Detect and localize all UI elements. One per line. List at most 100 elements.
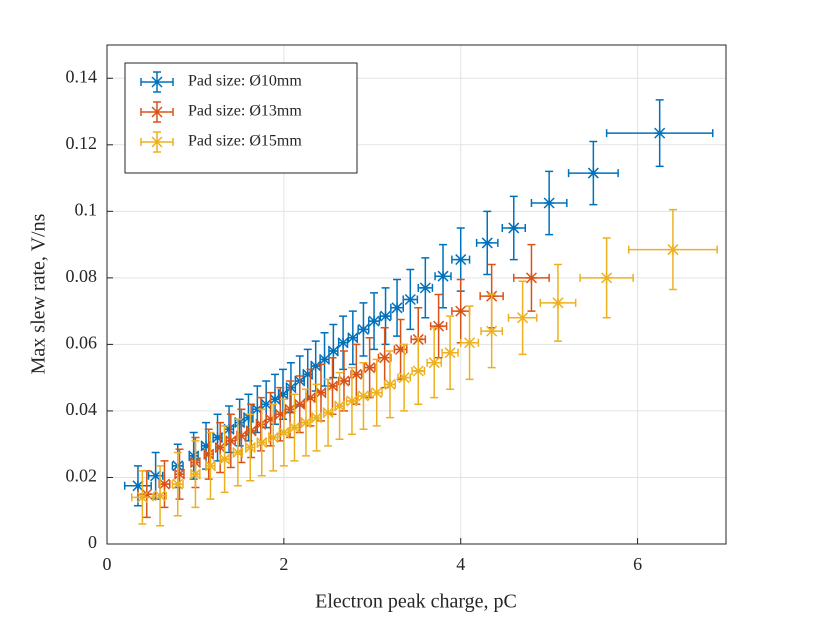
point <box>552 297 564 309</box>
point <box>319 353 331 365</box>
point <box>294 398 306 410</box>
point <box>379 352 391 364</box>
y-tick-label: 0.1 <box>75 199 98 219</box>
point <box>204 460 216 472</box>
x-tick-label: 4 <box>456 554 465 574</box>
point <box>285 382 297 394</box>
point <box>334 400 346 412</box>
point <box>350 368 362 380</box>
y-axis-label: Max slew rate, V/ns <box>28 213 50 374</box>
y-tick-label: 0.14 <box>66 66 98 86</box>
point <box>267 432 279 444</box>
y-tick-label: 0.02 <box>66 466 98 486</box>
x-tick-label: 6 <box>633 554 642 574</box>
point <box>433 320 445 332</box>
point <box>391 302 403 314</box>
point <box>357 323 369 335</box>
point <box>384 378 396 390</box>
point <box>251 403 263 415</box>
point <box>368 315 380 327</box>
point <box>337 337 349 349</box>
point <box>245 425 257 437</box>
point <box>200 440 212 452</box>
point <box>404 293 416 306</box>
point <box>141 488 153 500</box>
point <box>398 372 410 384</box>
point <box>357 390 369 402</box>
point <box>150 470 162 482</box>
point <box>269 393 281 405</box>
point <box>219 453 231 465</box>
legend-symbol <box>140 101 174 123</box>
point <box>380 310 392 322</box>
legend-symbol <box>140 131 174 153</box>
point <box>256 437 268 449</box>
point <box>311 412 323 424</box>
point <box>203 448 215 460</box>
point <box>327 345 339 357</box>
point <box>232 446 244 459</box>
point <box>234 417 246 429</box>
point <box>346 395 358 407</box>
point <box>667 244 679 256</box>
x-tick-label: 2 <box>279 554 288 574</box>
point <box>601 272 613 284</box>
point <box>188 450 200 462</box>
point <box>395 343 407 355</box>
point <box>255 418 267 430</box>
point <box>326 380 339 392</box>
point <box>235 430 247 442</box>
point <box>302 368 314 380</box>
point <box>304 392 316 404</box>
point <box>508 222 520 234</box>
point <box>371 387 383 399</box>
point <box>412 365 424 377</box>
point <box>223 423 235 435</box>
point <box>189 468 201 480</box>
point <box>419 282 431 294</box>
point <box>260 398 272 410</box>
point <box>214 441 226 454</box>
point <box>132 480 144 492</box>
point <box>338 375 350 387</box>
point <box>212 432 224 444</box>
legend-symbol <box>140 71 174 93</box>
y-tick-label: 0.06 <box>66 333 98 353</box>
point <box>347 332 359 344</box>
plot-frame <box>106 44 727 545</box>
point <box>322 407 334 419</box>
point <box>481 237 493 249</box>
legend-label: Pad size: Ø10mm <box>188 73 302 90</box>
point <box>278 427 290 439</box>
point <box>265 413 277 425</box>
point <box>444 347 456 359</box>
point <box>525 272 537 284</box>
point <box>486 325 498 337</box>
point <box>428 357 440 369</box>
y-tick-label: 0.12 <box>66 133 98 153</box>
point <box>517 312 529 324</box>
point <box>288 422 300 434</box>
y-tick-label: 0 <box>88 532 97 552</box>
y-tick-label: 0.04 <box>66 399 98 419</box>
point <box>242 412 255 424</box>
point <box>315 387 327 399</box>
point <box>455 305 467 317</box>
point <box>310 360 322 372</box>
legend-label: Pad size: Ø15mm <box>188 133 302 150</box>
point <box>587 167 599 179</box>
point <box>158 478 171 490</box>
point <box>300 417 312 429</box>
y-tick-label: 0.08 <box>66 266 98 286</box>
point <box>154 490 166 502</box>
legend-label: Pad size: Ø13mm <box>188 103 302 120</box>
point <box>173 468 186 480</box>
x-tick-label: 0 <box>103 554 112 574</box>
point <box>543 197 555 209</box>
point <box>136 491 148 503</box>
point <box>364 362 376 374</box>
point <box>172 478 184 490</box>
point <box>244 441 256 454</box>
point <box>464 337 476 349</box>
